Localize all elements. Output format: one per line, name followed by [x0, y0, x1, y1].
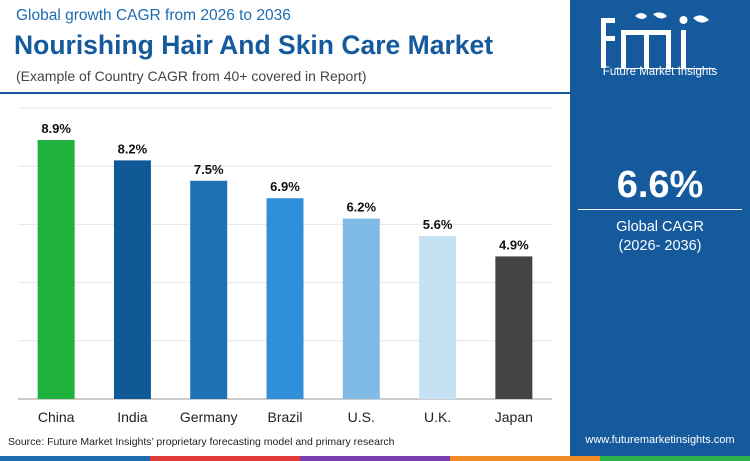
- bottom-bar-purple: [300, 456, 450, 461]
- bottom-bar-red: [150, 456, 300, 461]
- data-label: 8.2%: [118, 141, 148, 156]
- data-label: 5.6%: [423, 217, 453, 232]
- header-divider: [0, 92, 570, 94]
- x-tick-label: Japan: [495, 409, 533, 425]
- bar-chart-svg: 8.9% China 8.2% India 7.5% Germany 6.9% Brazil 6…: [18, 107, 552, 425]
- fmi-logo-icon: [601, 12, 715, 69]
- global-cagr-value: 6.6%: [616, 164, 704, 206]
- chart-subtitle: Global growth CAGR from 2026 to 2036: [16, 7, 291, 24]
- x-tick-label: China: [38, 409, 75, 425]
- data-label: 6.2%: [346, 200, 376, 215]
- chart-note: (Example of Country CAGR from 40+ covere…: [16, 68, 367, 84]
- bar-brazil: [266, 198, 304, 399]
- x-tick-label: Brazil: [267, 409, 302, 425]
- bar-china: [37, 140, 75, 399]
- x-tick-label: U.S.: [348, 409, 375, 425]
- logo-subtitle: Future Market Insights: [602, 66, 718, 78]
- website-link[interactable]: www.futuremarketinsights.com: [585, 434, 735, 446]
- bottom-bar-green: [600, 456, 750, 461]
- bar-uk: [419, 236, 457, 399]
- x-tick-label: Germany: [180, 409, 238, 425]
- global-cagr-period: (2026- 2036): [618, 238, 702, 254]
- bar-india: [113, 160, 151, 399]
- bar-germany: [190, 180, 228, 399]
- chart-title: Nourishing Hair And Skin Care Market: [14, 30, 494, 60]
- bottom-bar-blue: [0, 456, 150, 461]
- sidebar-panel: Future Market Insights 6.6% Global CAGR …: [570, 0, 750, 456]
- bar-chart: 8.9% China 8.2% India 7.5% Germany 6.9% Brazil 6…: [0, 94, 570, 434]
- bar-japan: [495, 256, 533, 399]
- bottom-bar-orange: [450, 456, 600, 461]
- x-tick-label: U.K.: [424, 409, 451, 425]
- data-label: 4.9%: [499, 237, 529, 252]
- data-label: 7.5%: [194, 162, 224, 177]
- bottom-color-bar: [0, 456, 750, 461]
- chart-header: Global growth CAGR from 2026 to 2036 Nou…: [0, 0, 570, 92]
- data-label: 6.9%: [270, 179, 300, 194]
- cagr-divider: [578, 209, 742, 210]
- data-label: 8.9%: [41, 121, 71, 136]
- bar-us: [342, 218, 380, 399]
- x-tick-label: India: [117, 409, 148, 425]
- source-note: Source: Future Market Insights’ propriet…: [8, 436, 395, 448]
- global-cagr-label: Global CAGR: [616, 219, 704, 235]
